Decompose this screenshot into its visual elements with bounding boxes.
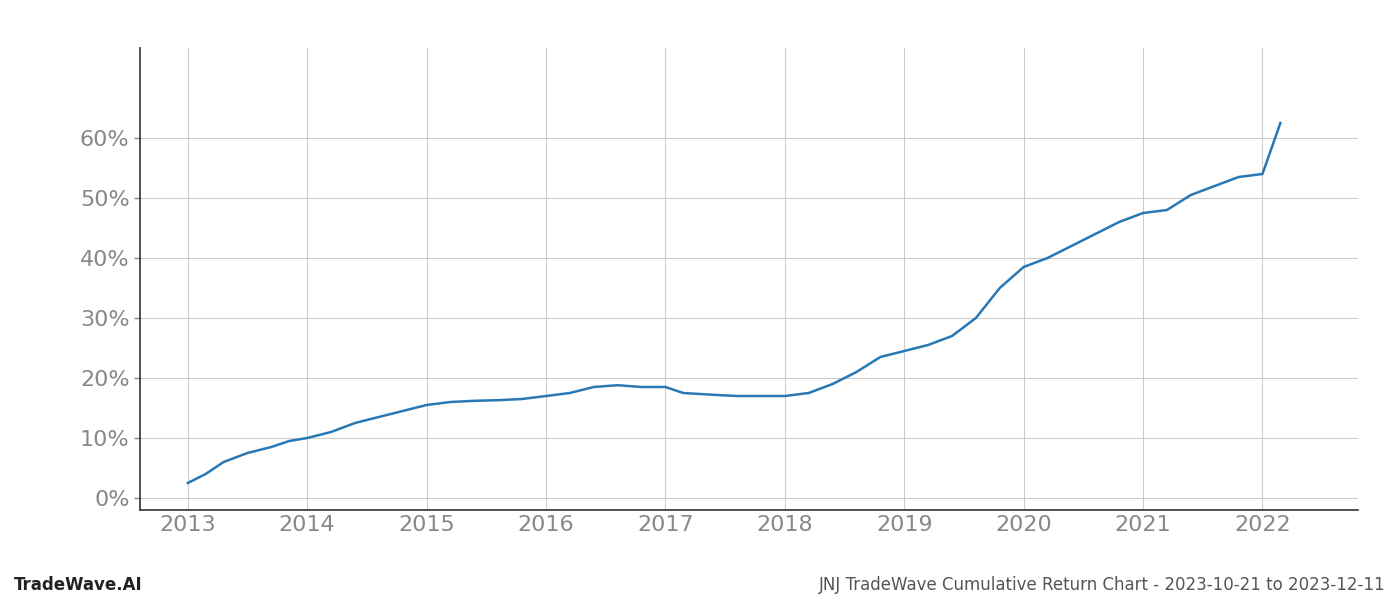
Text: JNJ TradeWave Cumulative Return Chart - 2023-10-21 to 2023-12-11: JNJ TradeWave Cumulative Return Chart - … — [819, 576, 1386, 594]
Text: TradeWave.AI: TradeWave.AI — [14, 576, 143, 594]
